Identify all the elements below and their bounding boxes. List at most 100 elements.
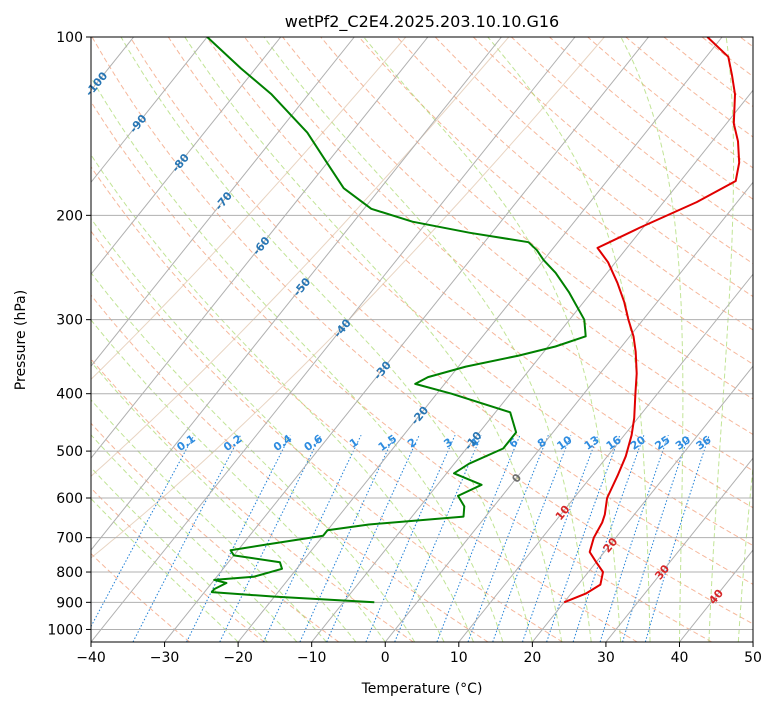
dry-adiabat (205, 37, 753, 509)
moist-adiabat (487, 37, 651, 642)
mixing-ratio-line (132, 434, 242, 642)
isotherm (605, 457, 753, 642)
y-tick-label: 900 (56, 595, 83, 611)
moist-adiabat (263, 37, 592, 642)
isotherm-label: -90 (127, 112, 150, 136)
y-tick-label: 600 (56, 491, 83, 507)
moist-adiabat (91, 399, 327, 642)
x-tick-label: 50 (744, 650, 762, 666)
isotherm-label: -10 (462, 429, 485, 453)
y-tick-label: 300 (56, 313, 83, 329)
x-tick-label: −30 (150, 650, 180, 666)
mixing-ratio-label: 16 (604, 433, 624, 453)
isotherm (91, 37, 282, 276)
mixing-ratio-line (394, 435, 482, 642)
isotherm (531, 365, 753, 642)
y-tick-label: 700 (56, 531, 83, 547)
dry-adiabat (549, 37, 753, 200)
mixing-ratio-line (326, 434, 420, 642)
isotherm-label: -20 (408, 404, 431, 428)
dry-adiabat (91, 552, 190, 642)
moist-adiabat (363, 37, 622, 642)
y-tick-label: 1000 (47, 622, 83, 638)
isotherm (752, 641, 753, 642)
mixing-ratio-line (492, 435, 572, 642)
moist-adiabat (91, 466, 268, 642)
mixing-ratio-line (644, 435, 710, 642)
isotherm-label: 30 (652, 562, 672, 582)
mixing-ratio-line (522, 435, 599, 642)
chart-title: wetPf2_C2E4.2025.203.10.10.G16 (285, 12, 559, 32)
isotherm (164, 37, 649, 642)
y-tick-label: 800 (56, 565, 83, 581)
mixing-ratio-line (186, 434, 291, 642)
mixing-ratio-line (622, 435, 690, 642)
moist-adiabat (91, 217, 445, 642)
dry-adiabat (91, 294, 489, 642)
dry-adiabat (91, 358, 414, 642)
profile-lines (206, 37, 741, 604)
mixing-ratio-label: 25 (653, 433, 673, 452)
isotherm (458, 273, 753, 642)
y-tick-label: 100 (56, 30, 83, 46)
x-tick-label: 30 (597, 650, 615, 666)
mixing-ratio-line (263, 434, 362, 642)
x-tick-label: −40 (76, 650, 106, 666)
mixing-ratio-label: 30 (673, 433, 693, 453)
isotherm (679, 549, 753, 642)
moist-adiabat (708, 37, 735, 642)
mixing-ratio-line (365, 434, 456, 642)
mixing-ratio-label: 1 (347, 436, 361, 451)
isotherm (91, 37, 429, 459)
y-tick-label: 500 (56, 444, 83, 460)
ice-line (91, 37, 407, 381)
moist-adiabat (91, 76, 504, 642)
background-lines (0, 37, 753, 642)
dry-adiabat (358, 37, 753, 365)
isotherm (311, 89, 753, 642)
x-tick-label: −10 (297, 650, 327, 666)
isotherm (91, 37, 355, 367)
x-tick-label: 20 (523, 650, 541, 666)
mixing-ratio-line (91, 434, 195, 628)
moist-adiabat (91, 271, 416, 642)
y-tick-label: 400 (56, 387, 83, 403)
mixing-ratio-line (467, 435, 549, 642)
temperature-line (563, 37, 741, 604)
isotherm-label: -80 (169, 151, 192, 175)
axis-ticks: −40 −30 −20 −10 0 10 20 30 40 50 100 200 300 400 500 60… (47, 30, 762, 666)
isotherm (384, 181, 753, 642)
mixing-ratio-line (436, 435, 521, 642)
ice-line (91, 37, 510, 477)
mixing-ratio-label: 3 (441, 436, 455, 451)
x-axis-title: Temperature (°C) (361, 681, 483, 697)
dry-adiabat (129, 37, 753, 585)
y-axis-title: Pressure (hPa) (13, 290, 29, 390)
dry-adiabat (91, 422, 340, 642)
ice-line (91, 37, 605, 559)
isotherm-label: -100 (83, 69, 111, 99)
isotherm (0, 37, 60, 642)
mixing-ratio-line (572, 435, 645, 642)
dry-adiabat (396, 37, 753, 331)
x-tick-label: 0 (381, 650, 390, 666)
moist-adiabat (184, 37, 563, 642)
dry-adiabat (91, 37, 753, 625)
plot-frame (90, 36, 754, 643)
isotherm (91, 37, 208, 184)
x-tick-label: −20 (223, 650, 253, 666)
x-tick-label: 40 (671, 650, 689, 666)
moist-adiabat (91, 319, 386, 642)
isotherm-label: 40 (706, 587, 726, 607)
dewpoint-line (206, 37, 587, 604)
y-tick-label: 200 (56, 208, 83, 224)
dry-adiabat (472, 37, 753, 265)
mixing-ratio-line (546, 435, 621, 642)
moist-adiabat (120, 37, 533, 642)
moist-adiabat (620, 37, 684, 642)
moist-adiabat (737, 462, 753, 642)
moist-adiabat (91, 434, 298, 642)
isotherm (91, 37, 576, 642)
isotherm-label: 10 (553, 503, 573, 523)
